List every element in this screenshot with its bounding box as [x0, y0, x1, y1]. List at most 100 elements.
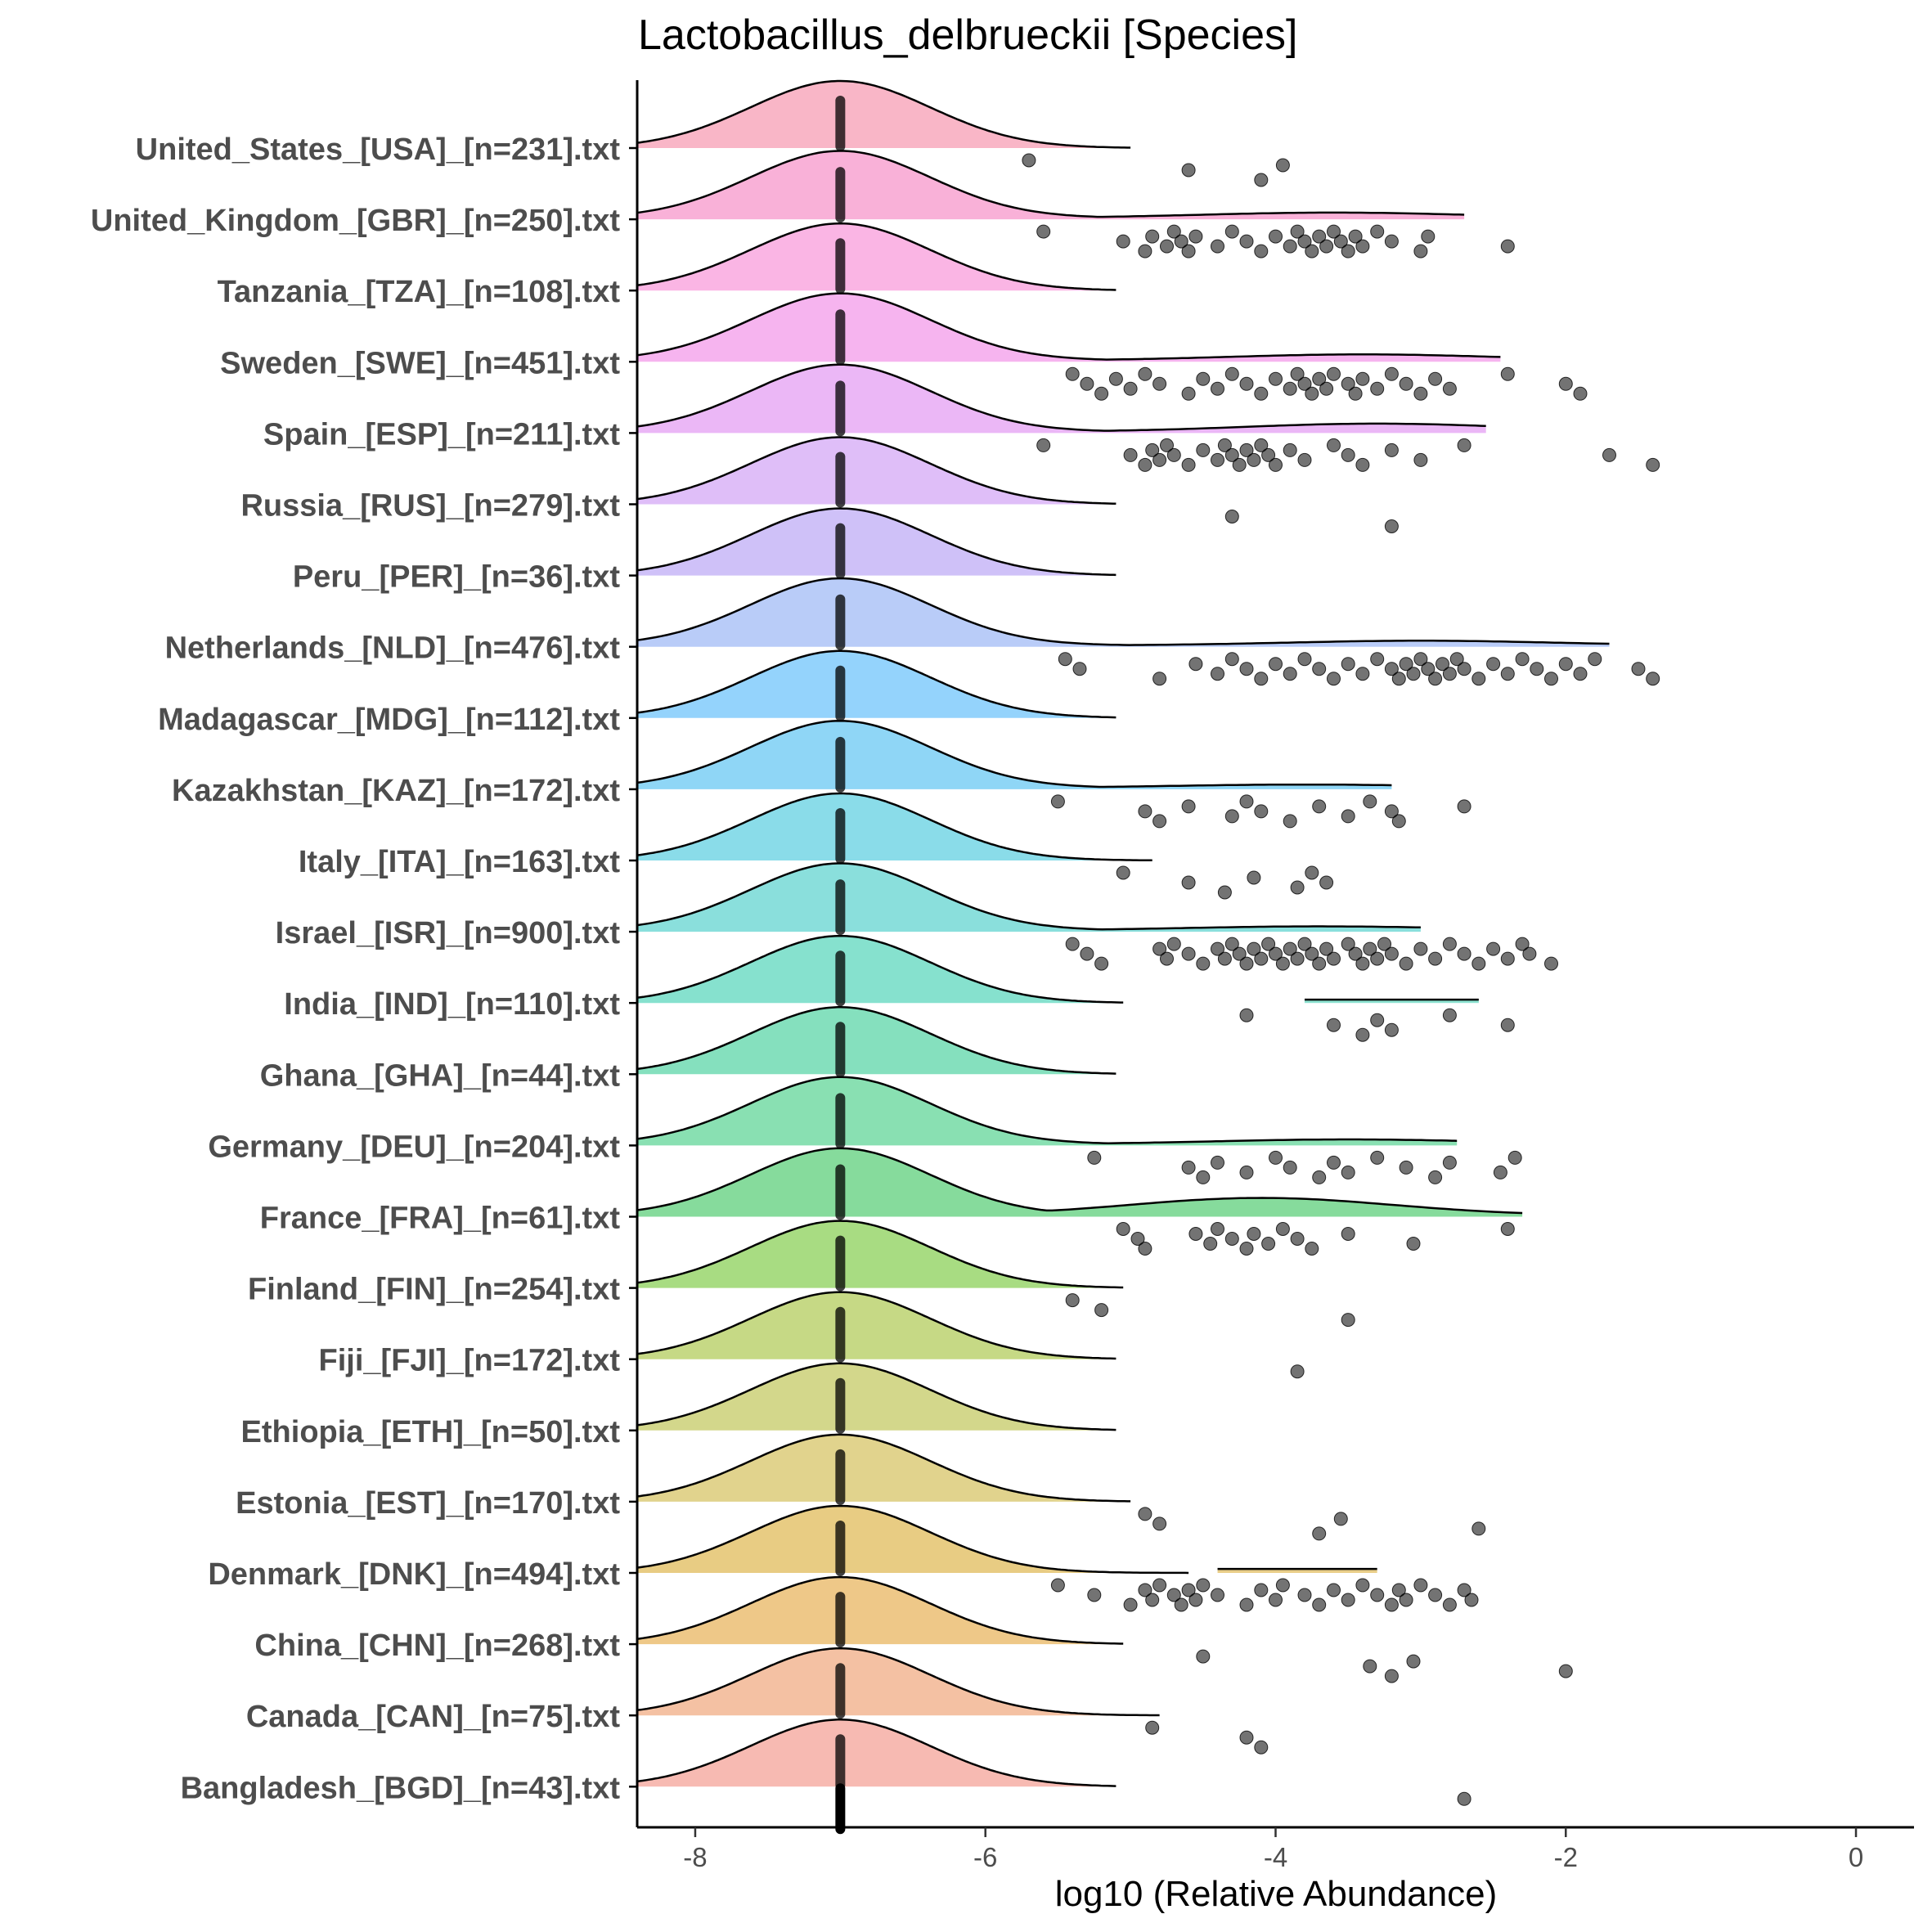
ridge-fill — [637, 1719, 1117, 1787]
data-point — [1072, 662, 1087, 676]
data-point — [1377, 937, 1391, 951]
data-point — [1239, 662, 1254, 676]
ridge-fill — [637, 1434, 1131, 1502]
ridge-outline — [636, 577, 1610, 646]
y-tick-label: Bangladesh_[BGD]_[n=43].txt — [181, 1771, 621, 1805]
data-point — [1050, 1578, 1065, 1593]
ridge-fill — [637, 1292, 1117, 1359]
data-point — [1275, 1222, 1290, 1236]
data-point — [1428, 371, 1443, 386]
data-point — [1341, 447, 1355, 462]
data-point — [1305, 865, 1319, 880]
ridge-outline — [636, 292, 1501, 361]
data-point — [1254, 1583, 1269, 1597]
ridge-fill — [637, 1076, 1458, 1146]
data-point — [1290, 1364, 1305, 1379]
data-point — [1573, 667, 1588, 681]
data-point — [1319, 381, 1334, 396]
ridge-fill — [637, 151, 1465, 220]
ridge-fill — [637, 1220, 1124, 1288]
data-point — [1087, 1150, 1102, 1165]
data-point — [1160, 951, 1174, 966]
data-point — [1530, 662, 1544, 676]
data-point — [1211, 1155, 1224, 1170]
data-point — [1138, 1583, 1152, 1597]
y-tick-label: Ethiopia_[ETH]_[n=50].txt — [241, 1415, 621, 1449]
data-point — [1646, 672, 1660, 686]
ridge-fill — [637, 793, 1152, 860]
data-point — [1493, 1165, 1507, 1179]
data-point — [1391, 1583, 1406, 1597]
data-point — [1399, 956, 1413, 971]
data-point — [1080, 376, 1094, 391]
ridge-tail-fill — [1217, 1569, 1377, 1573]
ridge-outline — [636, 1362, 1117, 1431]
y-tick-label: Spain_[ESP]_[n=211].txt — [263, 417, 620, 452]
data-point — [1181, 1583, 1196, 1597]
data-point — [1406, 1237, 1421, 1251]
data-point — [1413, 386, 1428, 401]
data-point — [1138, 804, 1152, 819]
data-point — [1312, 1526, 1327, 1541]
ridge-fill — [637, 1148, 1523, 1217]
y-tick-label: Ghana_[GHA]_[n=44].txt — [260, 1058, 621, 1093]
data-point — [1457, 662, 1471, 676]
data-point — [1384, 946, 1399, 961]
data-point — [1348, 946, 1363, 961]
data-point — [1436, 657, 1449, 672]
data-point — [1275, 956, 1290, 971]
ridge-outline — [636, 1719, 1117, 1787]
y-tick-label: China_[CHN]_[n=268].txt — [254, 1629, 620, 1663]
data-point — [1500, 1018, 1515, 1032]
data-point — [1224, 224, 1239, 239]
ridge-fill — [637, 223, 1117, 291]
ridge-outline — [636, 720, 1392, 789]
data-point — [1247, 452, 1261, 467]
ridge-outline — [636, 150, 1465, 218]
data-point — [1355, 1578, 1370, 1593]
y-tick-label: Madagascar_[MDG]_[n=112].txt — [158, 703, 620, 737]
data-point — [1384, 234, 1399, 249]
data-point — [1145, 443, 1160, 457]
data-point — [1327, 1583, 1341, 1597]
data-point — [1239, 1165, 1254, 1179]
y-tick-label: Germany_[DEU]_[n=204].txt — [208, 1130, 620, 1164]
ridge-outline — [636, 436, 1117, 505]
data-point — [1138, 366, 1152, 381]
y-tick-label: Estonia_[EST]_[n=170].txt — [236, 1486, 620, 1521]
data-point — [1247, 870, 1261, 885]
ridge-fill — [637, 650, 1117, 718]
data-point — [1269, 946, 1283, 961]
data-point — [1174, 1597, 1188, 1612]
data-point — [1188, 1227, 1203, 1241]
data-point — [1224, 937, 1239, 951]
ridge-outline — [636, 1504, 1189, 1575]
data-point — [1327, 1018, 1341, 1032]
data-point — [1254, 386, 1269, 401]
x-tick-label: 0 — [1849, 1842, 1863, 1872]
data-point — [1355, 956, 1370, 971]
data-point — [1290, 224, 1305, 239]
data-point — [1196, 1649, 1211, 1664]
x-tick-label: -4 — [1264, 1842, 1287, 1872]
data-point — [1297, 452, 1312, 467]
data-point — [1116, 1222, 1130, 1236]
data-point — [1269, 1593, 1283, 1607]
data-point — [1138, 244, 1152, 258]
data-point — [1203, 1237, 1218, 1251]
data-point — [1275, 158, 1290, 173]
data-point — [1080, 946, 1094, 961]
data-point — [1224, 652, 1239, 667]
data-point — [1123, 447, 1138, 462]
data-point — [1297, 234, 1312, 249]
y-tick-label: Russia_[RUS]_[n=279].txt — [240, 489, 620, 523]
ridge-fill — [637, 293, 1501, 362]
data-point — [1602, 447, 1616, 462]
data-point — [1399, 657, 1413, 672]
x-tick-label: -6 — [973, 1842, 997, 1872]
data-point — [1384, 443, 1399, 457]
y-tick-label: France_[FRA]_[n=61].txt — [260, 1202, 621, 1236]
data-point — [1254, 1740, 1269, 1755]
data-point — [1486, 657, 1501, 672]
